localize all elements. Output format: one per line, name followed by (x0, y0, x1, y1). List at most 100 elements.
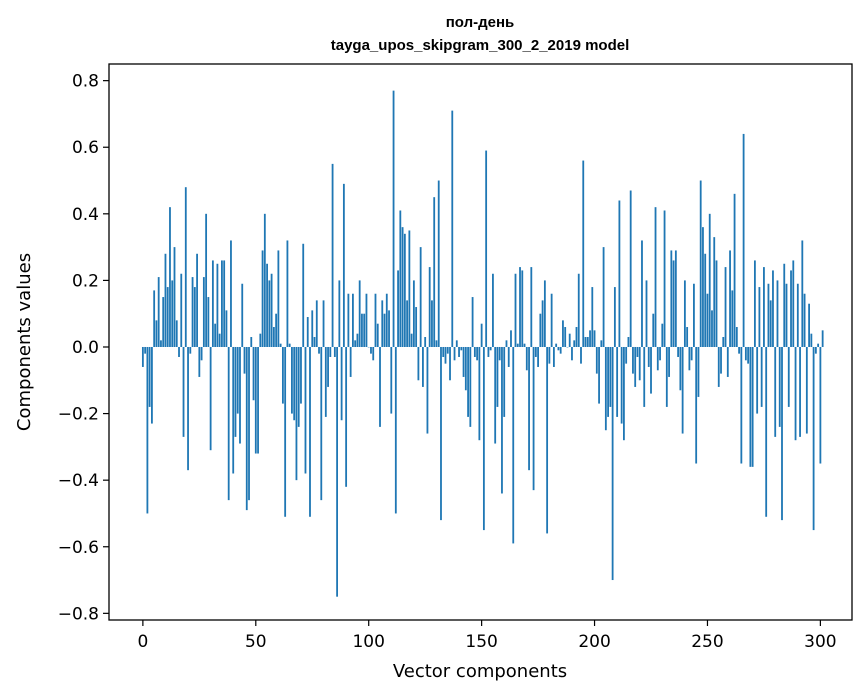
bar (575, 327, 578, 347)
bar (546, 346, 549, 534)
bar (632, 346, 634, 374)
bar (645, 280, 648, 347)
bar (338, 280, 341, 347)
bar (512, 346, 515, 544)
bar (277, 250, 280, 347)
bar (609, 346, 612, 407)
bar (342, 183, 345, 347)
bar (453, 346, 456, 361)
bar (670, 250, 673, 347)
bar (408, 230, 411, 347)
bar (311, 310, 314, 347)
bar (600, 340, 603, 347)
bar (629, 190, 632, 347)
x-axis-ticks: 0 50 100 150 200 250 300 (137, 620, 837, 652)
bar (309, 346, 311, 517)
y-tick-label: 0.0 (72, 338, 99, 358)
bar (390, 346, 393, 414)
bar (250, 337, 253, 347)
bar (467, 346, 469, 417)
bar (729, 250, 731, 347)
bar (236, 346, 239, 414)
bar (668, 346, 670, 377)
bar (503, 346, 506, 417)
bar (787, 346, 790, 407)
bar (182, 346, 185, 437)
bar (523, 343, 526, 347)
bar (189, 346, 192, 354)
bar (363, 313, 366, 347)
bar (598, 346, 600, 404)
bar (514, 273, 517, 347)
bar (510, 330, 512, 347)
bar (169, 207, 171, 347)
bar (753, 260, 756, 347)
bar (552, 346, 555, 367)
bar (370, 346, 372, 354)
plot-frame (108, 63, 853, 621)
x-tick-label: 50 (245, 632, 267, 652)
bar (713, 237, 716, 347)
bar (650, 346, 652, 394)
y-tick-label: −0.8 (58, 604, 99, 624)
bar (681, 346, 684, 434)
bar (394, 346, 397, 514)
bar (200, 346, 203, 361)
bar (288, 343, 291, 347)
bar (329, 346, 332, 357)
bar (191, 277, 194, 347)
bar (693, 283, 695, 347)
bar (381, 300, 384, 347)
bar (539, 313, 542, 347)
bar (677, 346, 680, 357)
bar (372, 346, 375, 361)
bar (496, 346, 499, 407)
bar (607, 346, 609, 417)
bar (187, 346, 189, 471)
bar (814, 346, 817, 354)
bar (573, 340, 576, 347)
bar (485, 150, 488, 347)
bar (358, 280, 361, 347)
bar (178, 346, 180, 357)
bar (157, 277, 160, 347)
bar (214, 323, 217, 347)
bar (616, 346, 619, 417)
bar (392, 90, 395, 347)
bar (593, 330, 596, 347)
bar (516, 343, 519, 347)
bar (589, 330, 591, 347)
bar (406, 300, 409, 347)
bar (799, 346, 801, 437)
bar (550, 293, 553, 347)
bar (559, 346, 562, 354)
bar (706, 293, 709, 347)
bar (792, 260, 795, 347)
bar (620, 346, 623, 424)
x-tick-label: 250 (691, 632, 723, 652)
bar (763, 267, 765, 347)
bar (397, 270, 399, 347)
bar (652, 313, 655, 347)
bar (293, 346, 296, 421)
bar (638, 346, 641, 381)
bar (519, 267, 521, 347)
bar (568, 333, 571, 347)
bar (803, 293, 806, 347)
bar (478, 346, 481, 441)
bar (279, 343, 282, 347)
bar (659, 346, 661, 361)
y-tick-label: −0.6 (58, 538, 99, 558)
bar (772, 270, 774, 347)
bar (164, 253, 167, 347)
bar (557, 346, 560, 351)
bar (401, 227, 404, 347)
bars-group (141, 90, 824, 597)
bar (320, 346, 323, 501)
bar (541, 300, 544, 347)
bar (611, 346, 614, 581)
bar (241, 283, 244, 347)
bar (422, 346, 424, 387)
bar (489, 346, 492, 351)
bar (641, 240, 643, 347)
